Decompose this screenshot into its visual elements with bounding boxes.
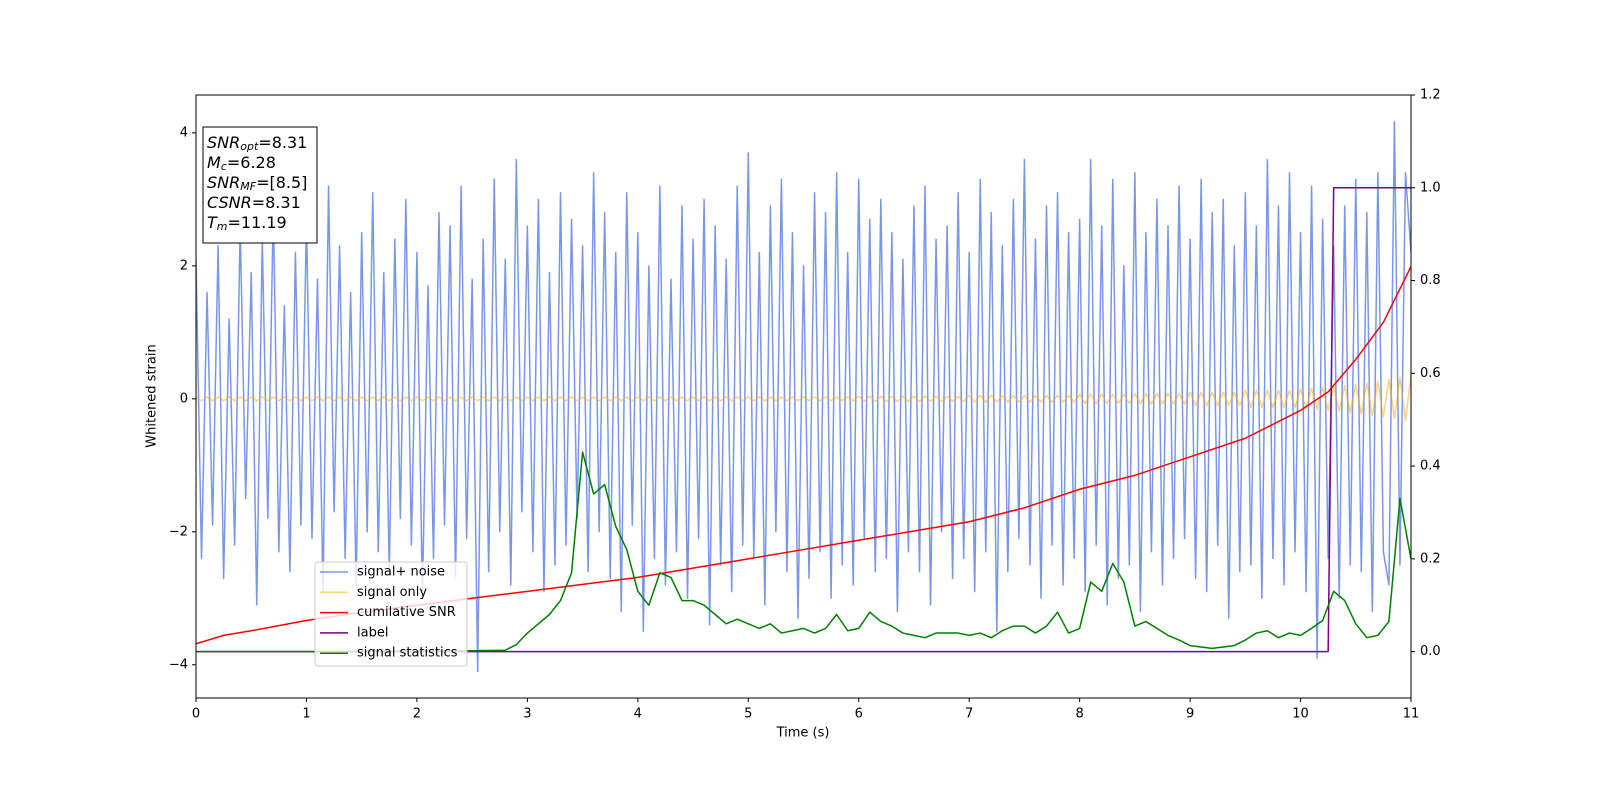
x-tick-label: 10: [1292, 707, 1309, 722]
annotation: Mc=6.28: [207, 153, 276, 174]
y2-tick-label: 0.4: [1420, 459, 1441, 474]
annotation-subscript: opt: [240, 140, 259, 153]
x-tick-label: 8: [1075, 707, 1083, 722]
annotation-symbol: T: [207, 213, 218, 232]
series-line: [196, 451, 1411, 653]
plot-frame: [195, 94, 1412, 699]
x-tick-label: 4: [634, 707, 642, 722]
annotation-subscript: MF: [240, 180, 256, 193]
y-axis-label: Whitened strain: [145, 344, 160, 447]
y-tick-label: −4: [169, 657, 188, 672]
legend-label: signal+ noise: [357, 565, 445, 580]
x-tick-label: 11: [1403, 707, 1420, 722]
legend-frame: [314, 561, 468, 667]
annotation-text: =8.31: [258, 133, 307, 152]
annotation-frame: [202, 126, 318, 244]
y2-tick-label: 0.2: [1420, 551, 1441, 566]
annotation-symbol: CSNR: [207, 193, 252, 212]
x-tick-label: 6: [855, 707, 863, 722]
x-tick-label: 2: [413, 707, 421, 722]
annotation: SNRMF=[8.5]: [207, 173, 307, 194]
y-tick-label: 4: [180, 125, 188, 140]
legend-label: signal only: [357, 585, 427, 600]
annotation-text: =6.28: [227, 153, 276, 172]
annotation-symbol: SNR: [207, 133, 240, 152]
legend-label: signal statistics: [357, 646, 458, 661]
x-tick-label: 7: [965, 707, 973, 722]
annotation-text: =[8.5]: [256, 173, 307, 192]
annotation-subscript: m: [217, 220, 228, 233]
annotation-text: =11.19: [228, 213, 287, 232]
legend: signal+ noise signal only cumilative SNR la…: [314, 561, 468, 667]
annotation: CSNR=8.31: [207, 193, 301, 212]
series-line: [196, 187, 1411, 653]
y2-tick-label: 0.8: [1420, 273, 1441, 288]
x-tick-label: 5: [744, 707, 752, 722]
annotation: SNRopt=8.31: [207, 133, 307, 154]
y2-tick-label: 0.6: [1420, 366, 1441, 381]
y-tick-label: −2: [169, 524, 188, 539]
x-tick-label: 9: [1186, 707, 1194, 722]
legend-label: cumilative SNR: [357, 605, 456, 620]
y2-tick-label: 1.0: [1420, 180, 1441, 195]
series-line: [196, 375, 1411, 422]
y-tick-label: 0: [180, 391, 188, 406]
y2-tick-label: 0.0: [1420, 644, 1441, 659]
y-tick-label: 2: [180, 258, 188, 273]
annotation-subscript: c: [221, 160, 227, 173]
x-tick-label: 3: [523, 707, 531, 722]
annotation-symbol: SNR: [207, 173, 240, 192]
annotation-box: SNRopt=8.31Mc=6.28SNRMF=[8.5]CSNR=8.31Tm…: [202, 126, 318, 244]
annotation-text: =8.31: [252, 193, 301, 212]
series-line: [196, 120, 1411, 673]
x-tick-label: 1: [302, 707, 310, 722]
annotation: Tm=11.19: [207, 213, 287, 234]
x-axis-label: Time (s): [776, 726, 830, 741]
legend-label: label: [357, 625, 388, 640]
x-tick-label: 0: [192, 707, 200, 722]
y2-tick-label: 1.2: [1420, 88, 1441, 103]
annotation-symbol: M: [207, 153, 221, 172]
